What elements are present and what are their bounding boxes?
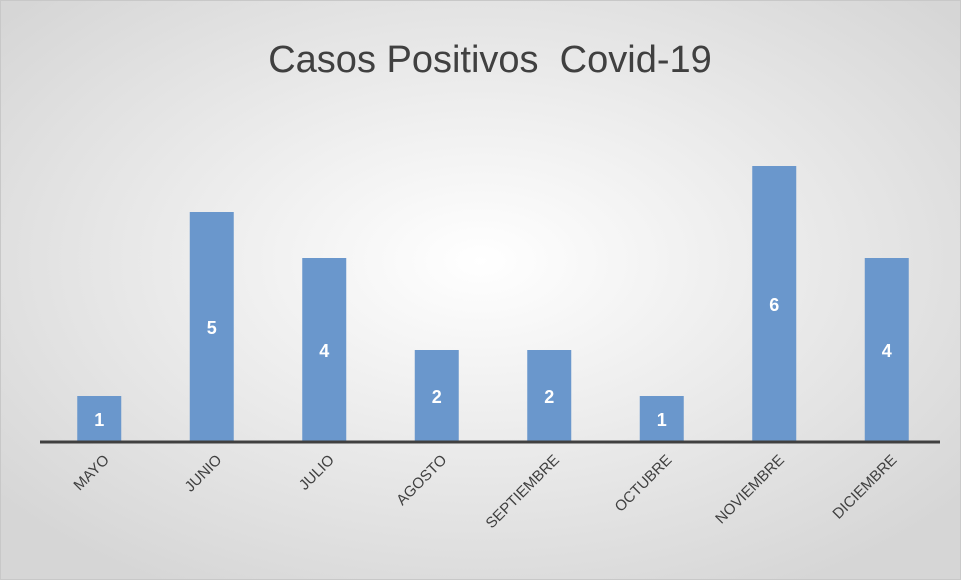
bar xyxy=(527,350,572,442)
bar xyxy=(302,258,347,442)
data-label: 2 xyxy=(432,387,442,407)
data-label: 1 xyxy=(94,410,104,430)
data-label: 4 xyxy=(882,341,892,361)
bar xyxy=(752,166,797,442)
bar xyxy=(77,396,122,442)
bar xyxy=(639,396,684,442)
bar xyxy=(189,212,234,442)
data-label: 5 xyxy=(207,318,217,338)
bar xyxy=(864,258,909,442)
data-label: 6 xyxy=(769,295,779,315)
data-label: 2 xyxy=(544,387,554,407)
data-label: 4 xyxy=(319,341,329,361)
chart-title: Casos Positivos Covid-19 xyxy=(268,39,712,81)
bar xyxy=(414,350,459,442)
data-label: 1 xyxy=(657,410,667,430)
